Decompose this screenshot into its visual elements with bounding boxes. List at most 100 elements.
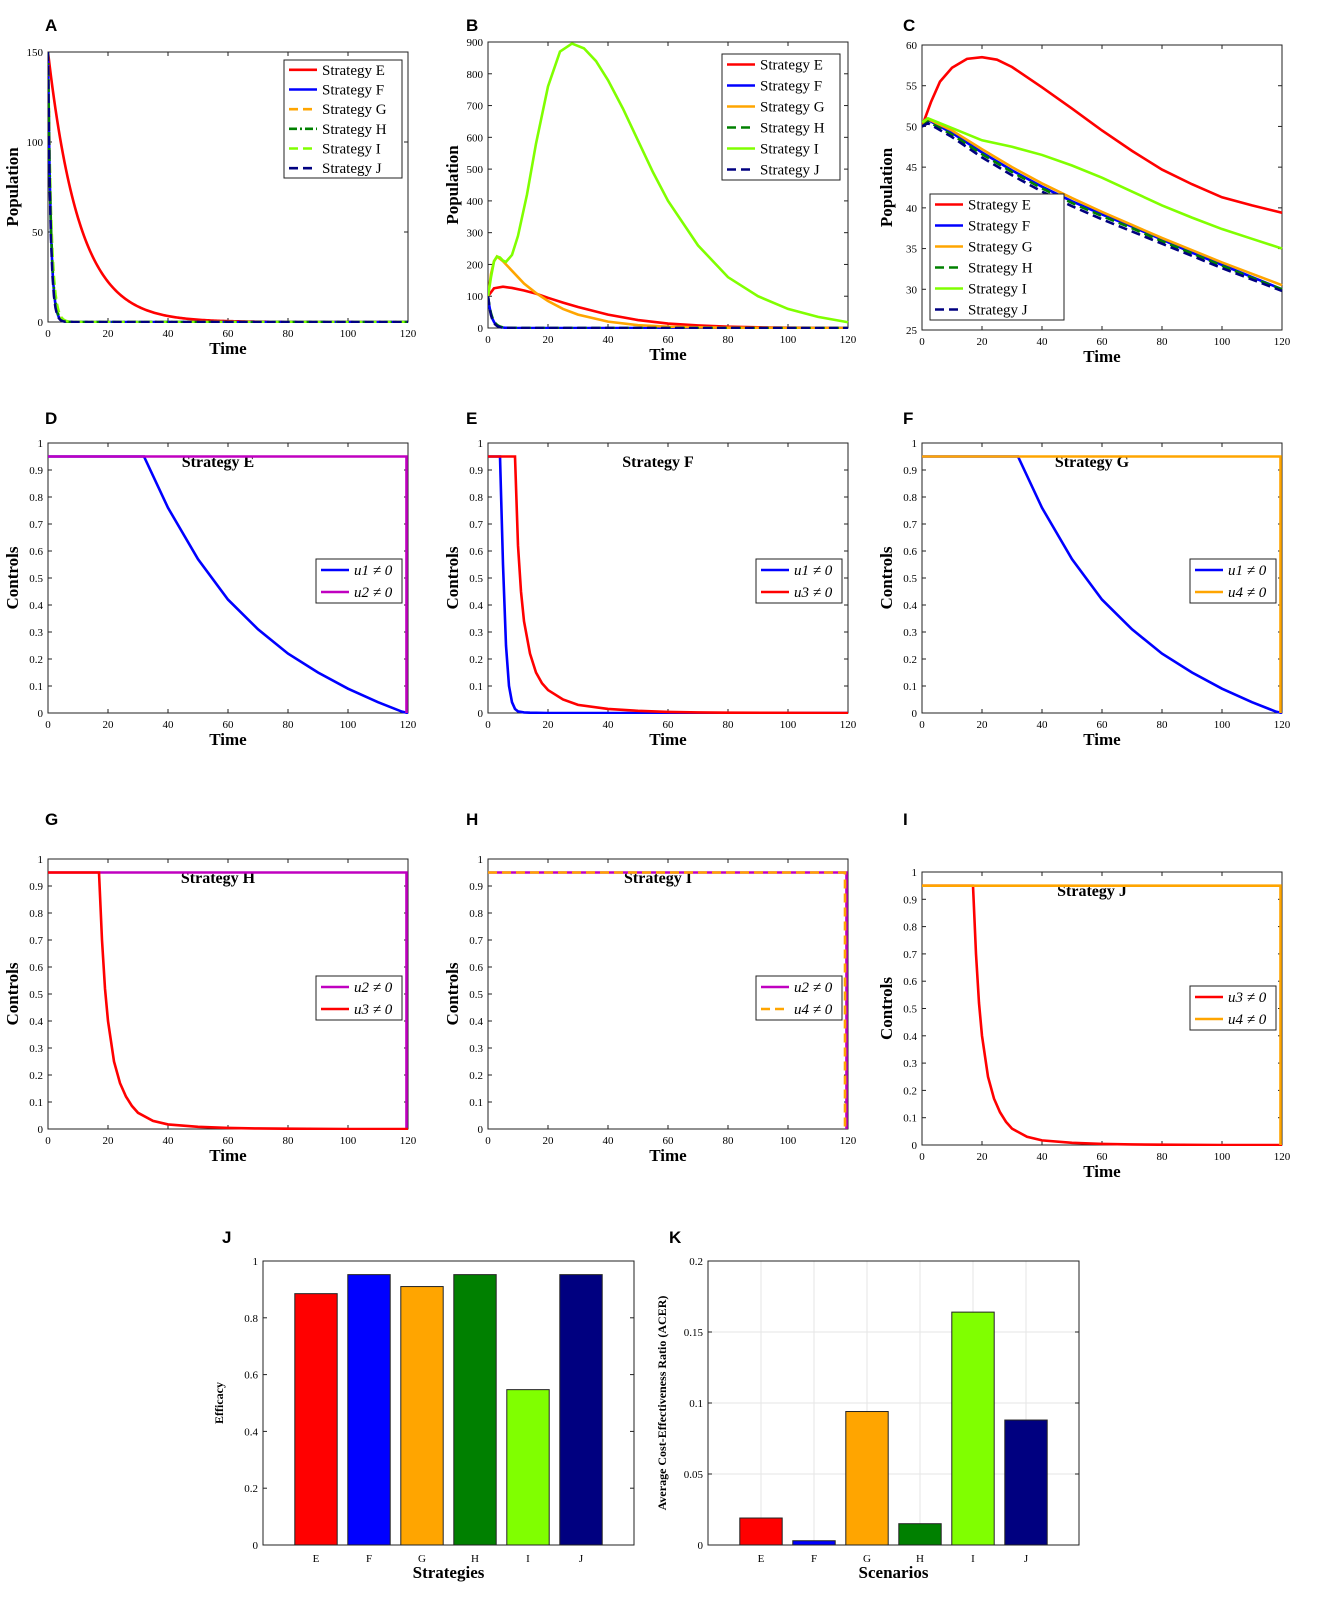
series-line-u2-0 [48,871,408,1129]
y-tick-label: 0.9 [469,881,483,893]
y-tick-label: 0.7 [29,935,43,947]
y-tick-label: 800 [467,69,484,81]
series-line-u3-0 [922,884,1282,1146]
x-tick-label: 100 [780,334,797,346]
panel-B: B 0 100 200 300 400 500 600 700 800 900 0 20 40 60 80 10… [443,16,857,364]
y-tick-label: 0.1 [689,1398,703,1410]
legend: u2 ≠ 0 u3 ≠ 0 [315,975,403,1021]
bar-E [739,1517,783,1546]
x-tick-label: 20 [543,719,555,731]
x-tick-label: 40 [603,719,615,731]
y-tick-label: 0.7 [903,519,917,531]
x-tick-label: 60 [1097,336,1109,348]
y-tick-label: 0.1 [29,681,43,693]
legend-entry: Strategy F [968,219,1030,235]
y-tick-label: 1 [912,867,918,879]
y-tick-label: 150 [27,47,44,59]
legend-entry: u3 ≠ 0 [1228,990,1267,1006]
x-tick-label: 0 [45,719,51,731]
series-line-strategy-g [488,254,849,329]
y-tick-label: 0.8 [29,908,43,920]
legend-box [315,558,403,604]
y-tick-label: 0.7 [469,519,483,531]
y-tick-label: 0.3 [903,1058,917,1070]
legend-entry: u4 ≠ 0 [1228,585,1267,601]
panel-C: C 25 30 35 40 45 50 55 60 0 20 40 60 80 100 120 Time Popu… [877,16,1291,366]
x-tick-label: 120 [1274,336,1291,348]
x-tick-label: 0 [919,1151,925,1163]
x-tick-label: 60 [663,719,675,731]
y-tick-label: 35 [906,244,918,256]
bar-H [453,1274,497,1546]
y-tick-label: 1 [478,438,484,450]
panel-label-G: G [45,810,58,829]
legend-entry: u1 ≠ 0 [1228,563,1267,579]
panel-E: E 0 0.1 0.2 0.3 0.4 0.5 0.6 0.7 0.8 0.9 1 0 20 40 60 80 1… [443,409,857,749]
y-axis-label: Controls [443,546,462,609]
y-axis-label: Average Cost-Effectiveness Ratio (ACER) [655,1296,669,1511]
x-axis-label: Time [209,730,247,749]
y-tick-label: 0.2 [469,654,483,666]
x-tick-label: 20 [977,336,989,348]
x-tick-label: 120 [840,334,857,346]
y-tick-label: 0.3 [29,627,43,639]
y-tick-label: 0.5 [469,989,483,1001]
y-tick-label: 1 [38,438,44,450]
x-axis-label: Time [649,345,687,364]
y-tick-label: 0.6 [29,962,43,974]
subplot-title: Strategy J [1057,883,1127,900]
x-axis-label: Strategies [413,1563,485,1582]
y-tick-label: 0.1 [29,1097,43,1109]
y-tick-label: 0.9 [903,894,917,906]
y-tick-label: 1 [478,854,484,866]
x-tick-label: 40 [1037,719,1049,731]
y-axis-label: Controls [877,546,896,609]
x-tick-label: 40 [163,1135,175,1147]
y-tick-label: 40 [906,203,918,215]
legend-entry: u1 ≠ 0 [794,563,833,579]
series-line-strategy-j [488,296,848,329]
y-tick-label: 0.4 [903,600,917,612]
y-tick-label: 0.05 [684,1469,704,1481]
y-tick-label: 0.9 [29,881,43,893]
x-tick-label: 80 [723,334,735,346]
x-axis-label: Scenarios [859,1563,929,1582]
x-tick-label: 100 [340,328,357,340]
x-tick-label: 120 [1274,1151,1291,1163]
category-label: E [313,1553,320,1565]
panel-K: K 0 0.05 0.1 0.15 0.2 E F G H I J Scenarios Average C… [655,1228,1080,1582]
x-tick-label: 60 [1097,719,1109,731]
x-axis-label: Time [649,730,687,749]
bar-F [347,1274,391,1546]
x-tick-label: 60 [663,334,675,346]
category-label: I [526,1553,530,1565]
y-tick-label: 100 [467,291,484,303]
y-tick-label: 0.6 [469,962,483,974]
category-label: E [758,1553,765,1565]
legend-box [721,53,841,181]
y-tick-label: 55 [906,81,918,93]
y-tick-label: 0.6 [469,546,483,558]
x-tick-label: 80 [283,719,295,731]
series-line-strategy-i [922,116,1283,250]
y-tick-label: 0.9 [469,465,483,477]
y-tick-label: 1 [253,1256,259,1268]
x-tick-label: 100 [780,1135,797,1147]
legend-entry: Strategy E [760,58,823,74]
subplot-title: Strategy E [182,454,254,471]
y-tick-label: 500 [467,164,484,176]
x-tick-label: 100 [1214,336,1231,348]
panel-label-E: E [466,409,477,428]
panel-label-B: B [466,16,478,35]
y-tick-label: 0 [478,1124,484,1136]
x-tick-label: 40 [1037,1151,1049,1163]
y-tick-label: 0.9 [29,465,43,477]
legend-entry: Strategy I [968,282,1027,298]
bar-I [506,1389,550,1546]
y-tick-label: 50 [32,227,44,239]
y-tick-label: 0.4 [244,1426,258,1438]
category-label: F [366,1553,372,1565]
panel-I: I 0 0.1 0.2 0.3 0.4 0.5 0.6 0.7 0.8 0.9 1 0 20 40 60 80 1… [877,810,1291,1181]
x-tick-label: 20 [543,334,555,346]
category-label: F [811,1553,817,1565]
